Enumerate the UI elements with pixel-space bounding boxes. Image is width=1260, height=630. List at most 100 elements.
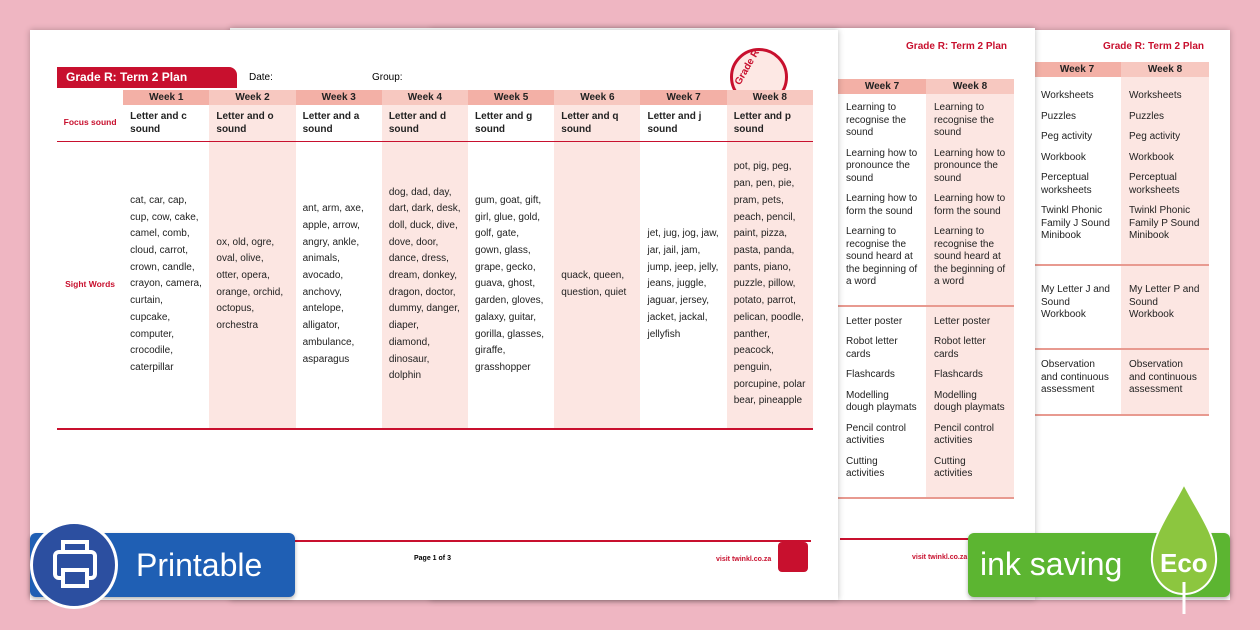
- item: Cutting activities: [934, 455, 973, 480]
- sight-cell: cat, car, cap, cup, cow, cake, camel, co…: [130, 194, 202, 373]
- item: Observation and continuous assessment: [1041, 359, 1109, 396]
- footer-rule: [57, 540, 811, 542]
- item: Peg activity: [1129, 131, 1181, 143]
- item: Learning to recognise the sound heard at…: [846, 226, 918, 288]
- item: Worksheets: [1041, 90, 1094, 102]
- group-row: Learning to recognise the sound Learning …: [838, 94, 1014, 306]
- item: Twinkl Phonic Family J Sound Minibook: [1041, 205, 1110, 242]
- item: Flashcards: [846, 369, 895, 380]
- item: Cutting activities: [846, 455, 885, 480]
- group-cell: Worksheets Puzzles Peg activity Workbook Per…: [1033, 77, 1121, 265]
- printable-label: Printable: [136, 547, 263, 583]
- group-row: Letter poster Robot letter cards Flashcard…: [838, 306, 1014, 498]
- header-row: Week 1 Week 2 Week 3 Week 4 Week 5 Week 6 Week…: [57, 90, 813, 105]
- week-header: Week 8: [1121, 62, 1209, 77]
- item: Learning to recognise the sound: [934, 102, 995, 139]
- group-row: Observation and continuous assessment Obs…: [1033, 349, 1209, 415]
- sight-cell: gum, goat, gift, girl, glue, gold, golf,…: [475, 194, 544, 373]
- group-cell: Observation and continuous assessment: [1033, 349, 1121, 415]
- item: Flashcards: [934, 369, 983, 380]
- week-header: Week 8: [726, 90, 813, 105]
- page-title: Grade R: Term 2 Plan: [57, 67, 237, 88]
- group-cell: Worksheets Puzzles Peg activity Workbook Per…: [1121, 77, 1209, 265]
- focus-cell: Letter and j sound: [647, 110, 702, 135]
- plan-table: Week 7 Week 8 Learning to recognise the so…: [838, 79, 1014, 499]
- week-header: Week 8: [926, 79, 1014, 94]
- item: Learning to recognise the sound heard at…: [934, 226, 1006, 288]
- row-label: Sight Words: [65, 279, 116, 290]
- sight-cell: pot, pig, peg, pan, pen, pie, pram, pets…: [726, 141, 813, 429]
- item: Learning how to form the sound: [846, 193, 918, 217]
- week-header: Week 5: [468, 90, 555, 105]
- eco-label: Eco: [1160, 548, 1208, 578]
- item: Workbook: [1129, 151, 1174, 163]
- item: Learning how to form the sound: [934, 193, 1006, 217]
- group-cell: Learning to recognise the sound Learning …: [838, 94, 926, 306]
- date-label: Date:: [249, 72, 273, 83]
- item: Letter poster: [934, 315, 991, 327]
- printer: [53, 540, 97, 588]
- focus-row: Focus sound Letter and c sound Letter and …: [57, 105, 813, 141]
- header-row: Week 7 Week 8: [1033, 62, 1209, 77]
- week-header: Week 7: [640, 90, 727, 105]
- group-row: Worksheets Puzzles Peg activity Workbook Per…: [1033, 77, 1209, 265]
- item: Perceptual worksheets: [1041, 172, 1092, 196]
- item: Workbook: [1041, 151, 1086, 163]
- group-cell: My Letter J and Sound Workbook: [1033, 265, 1121, 349]
- group-cell: Observation and continuous assessment: [1121, 349, 1209, 415]
- item: Learning how to pronounce the sound: [934, 147, 1006, 184]
- item: Robot letter cards: [934, 336, 986, 360]
- item: Worksheets: [1129, 90, 1182, 102]
- focus-cell: Letter and p sound: [726, 105, 813, 141]
- item: Modelling dough playmats: [934, 389, 1005, 414]
- week-header: Week 4: [381, 90, 469, 105]
- week-header: Week 6: [554, 90, 641, 105]
- focus-cell: Letter and o sound: [209, 105, 296, 141]
- focus-cell: Letter and g sound: [475, 110, 533, 135]
- item: Peg activity: [1041, 131, 1093, 143]
- item: Pencil control activities: [846, 422, 907, 447]
- week-header: Week 7: [1033, 62, 1121, 77]
- sight-cell: jet, jug, jog, jaw, jar, jail, jam, jump…: [647, 228, 719, 340]
- page-one: Grade R: Term 2 Plan Date: Group: Grade …: [30, 30, 838, 600]
- eco-leaf: [1150, 482, 1218, 614]
- item: Observation and continuous assessment: [1129, 359, 1197, 396]
- focus-cell: Letter and d sound: [381, 105, 469, 141]
- item: Learning to recognise the sound: [846, 102, 907, 139]
- item: Puzzles: [1129, 110, 1165, 122]
- footer-url: visit twinkl.co.za: [912, 554, 968, 561]
- printer-icon: [30, 521, 118, 609]
- header-row: Week 7 Week 8: [838, 79, 1014, 94]
- twinkl-logo: [778, 542, 808, 572]
- item: Modelling dough playmats: [846, 389, 917, 414]
- week-header: Week 1: [123, 90, 210, 105]
- sight-cell: ox, old, ogre, oval, olive, otter, opera…: [209, 141, 296, 429]
- plan-table: Week 1 Week 2 Week 3 Week 4 Week 5 Week 6 Week…: [57, 90, 813, 430]
- footer-rule: [840, 538, 1020, 540]
- corner: [57, 90, 123, 105]
- item: My Letter P and Sound Workbook: [1129, 284, 1200, 321]
- focus-cell: Letter and q sound: [554, 105, 641, 141]
- item: My Letter J and Sound Workbook: [1041, 284, 1110, 321]
- plan-table: Week 7 Week 8 Worksheets Puzzles Peg activit…: [1033, 62, 1209, 416]
- week-header: Week 2: [209, 90, 296, 105]
- page-title: Grade R: Term 2 Plan: [906, 41, 1007, 52]
- item: Twinkl Phonic Family P Sound Minibook: [1129, 205, 1200, 242]
- week-header: Week 7: [838, 79, 926, 94]
- group-row: My Letter J and Sound Workbook My Letter …: [1033, 265, 1209, 349]
- focus-cell: Letter and a sound: [302, 110, 360, 135]
- item: Learning how to pronounce the sound: [846, 147, 918, 184]
- item: Pencil control activities: [934, 422, 995, 447]
- group-cell: My Letter P and Sound Workbook: [1121, 265, 1209, 349]
- focus-cell: Letter and c sound: [130, 110, 187, 135]
- footer-url: visit twinkl.co.za: [716, 556, 772, 563]
- sight-cell: ant, arm, axe, apple, arrow, angry, ankl…: [302, 203, 364, 365]
- group-cell: Letter poster Robot letter cards Flashcard…: [926, 306, 1014, 498]
- sight-cell: quack, queen, question, quiet: [554, 141, 641, 429]
- page-title: Grade R: Term 2 Plan: [1103, 41, 1204, 52]
- ink-label: ink saving: [980, 546, 1123, 582]
- item: Letter poster: [846, 315, 903, 327]
- group-cell: Letter poster Robot letter cards Flashcard…: [838, 306, 926, 498]
- item: Perceptual worksheets: [1129, 172, 1180, 196]
